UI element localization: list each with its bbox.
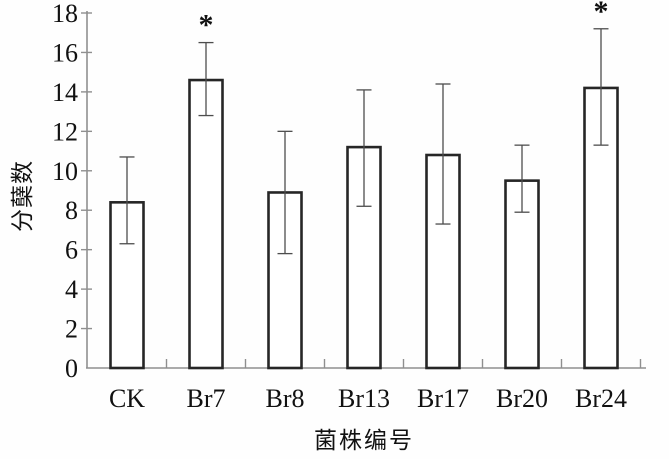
- y-tick-label: 18: [52, 0, 78, 28]
- bar: [188, 78, 224, 370]
- x-category-label: Br17: [417, 384, 469, 413]
- y-tick-label: 14: [52, 78, 78, 107]
- y-tick-label: 6: [65, 236, 78, 265]
- x-category-label: Br7: [187, 384, 226, 413]
- x-category-label: CK: [109, 384, 145, 413]
- y-tick-label: 16: [52, 38, 78, 67]
- y-tick-label: 2: [65, 315, 78, 344]
- x-category-label: Br8: [266, 384, 305, 413]
- y-tick-label: 12: [52, 117, 78, 146]
- x-axis-title: 菌株编号: [314, 428, 414, 453]
- y-tick-label: 10: [52, 157, 78, 186]
- y-tick-label: 4: [65, 275, 78, 304]
- x-category-label: Br13: [338, 384, 390, 413]
- y-tick-label: 0: [65, 354, 78, 383]
- significance-asterisk: *: [199, 9, 214, 42]
- y-tick-label: 8: [65, 196, 78, 225]
- x-category-label: Br24: [575, 384, 627, 413]
- y-axis-title: 分蘖数: [10, 160, 35, 232]
- significance-asterisk: *: [594, 0, 609, 28]
- x-category-label: Br20: [496, 384, 548, 413]
